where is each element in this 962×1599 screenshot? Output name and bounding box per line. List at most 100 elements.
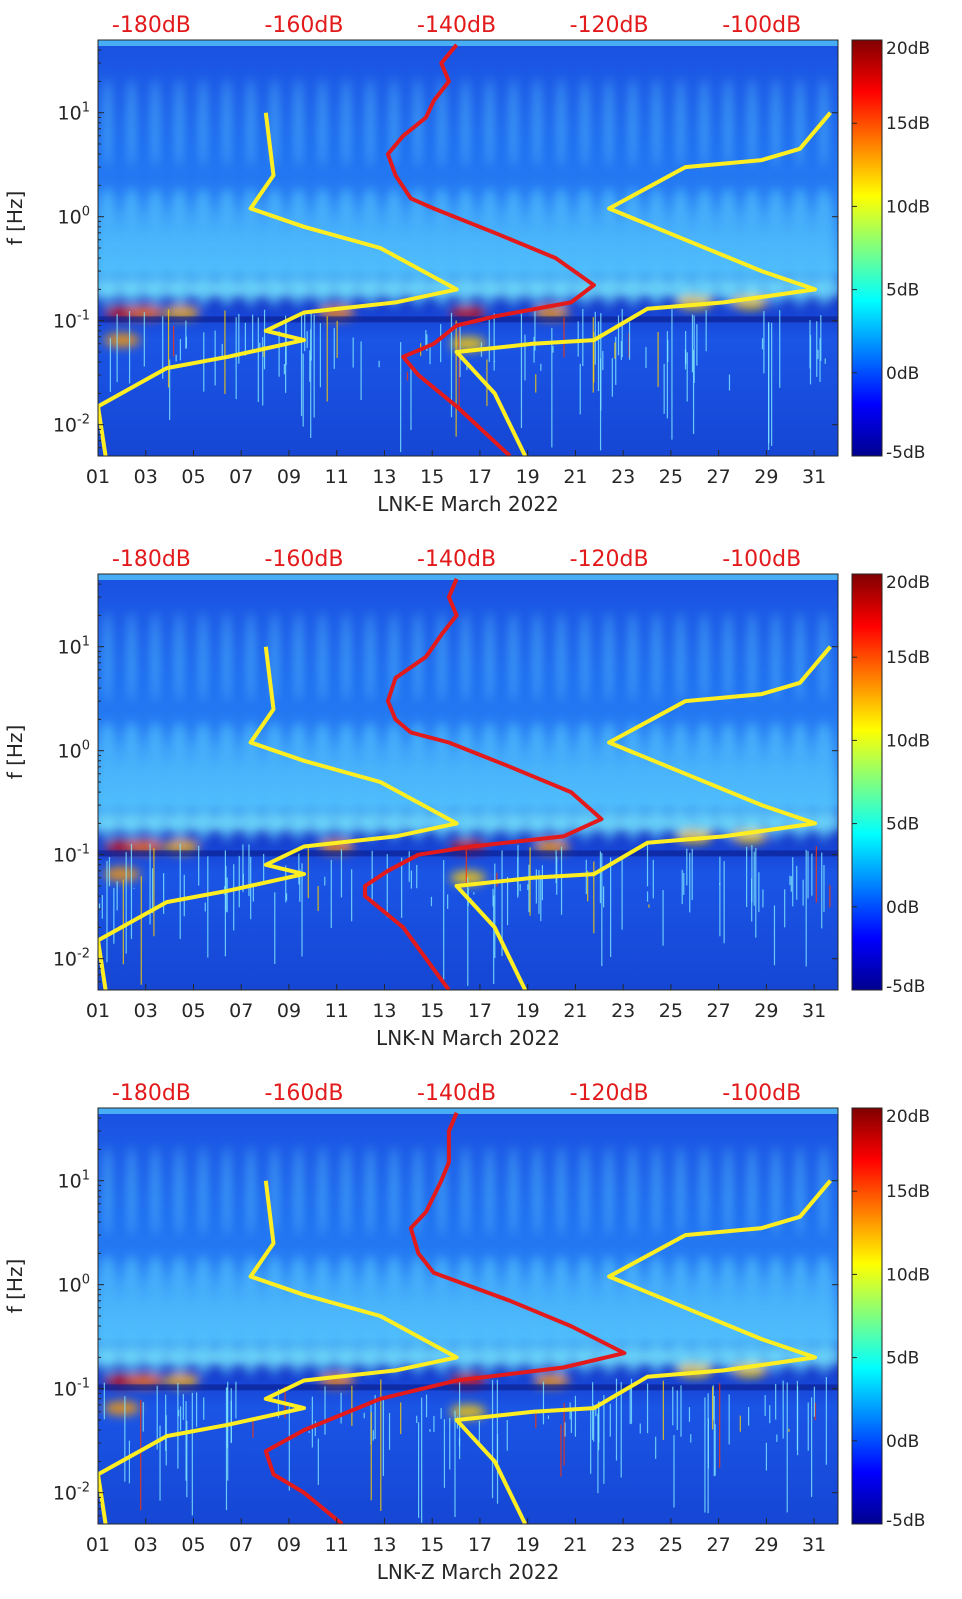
energy-blob [366, 611, 375, 702]
colorbar: -5dB 0dB 5dB 10dB 15dB 20dB [851, 39, 930, 463]
x-tick-label: 21 [563, 1000, 587, 1022]
energy-blob [787, 722, 812, 842]
top-db-label: -160dB [264, 547, 343, 572]
y-axis-title: f [Hz] [3, 191, 27, 246]
red-curve-0 [385, 43, 596, 456]
energy-blob [557, 1145, 566, 1236]
spectrogram-blobs [98, 611, 838, 885]
x-tick-label: 07 [229, 1000, 253, 1022]
energy-blob [676, 77, 685, 168]
energy-blob [310, 722, 335, 842]
top-db-label: -100dB [722, 1081, 801, 1106]
energy-blob [795, 1145, 804, 1236]
energy-blob [98, 722, 120, 842]
energy-blob [119, 1256, 144, 1376]
energy-blob [477, 1256, 502, 1376]
energy-blob [580, 77, 589, 168]
energy-blob [126, 279, 155, 300]
x-tick-label: 15 [420, 1000, 444, 1022]
dark-band [98, 850, 838, 857]
x-tick-label: 19 [516, 466, 540, 488]
energy-blob [700, 77, 709, 168]
energy-blob [533, 77, 542, 168]
energy-blob [740, 722, 765, 842]
energy-blob [535, 813, 564, 834]
x-tick-label: 29 [754, 466, 778, 488]
energy-blob [320, 279, 349, 300]
y-tick-label: 10-1 [53, 1377, 90, 1401]
energy-blob [492, 813, 521, 834]
top-db-label: -140dB [417, 1081, 496, 1106]
x-tick-label: 17 [468, 466, 492, 488]
y-tick-label: 10-2 [53, 413, 90, 437]
top-db-label: -100dB [722, 547, 801, 572]
energy-blob [664, 813, 693, 834]
energy-blob [199, 1145, 208, 1236]
energy-blob [685, 279, 714, 300]
colorbar-tick-label: 5dB [886, 1349, 919, 1369]
energy-blob [668, 1256, 693, 1376]
energy-blob [513, 279, 542, 300]
energy-blob [668, 188, 693, 308]
energy-blob [652, 77, 661, 168]
energy-blob [668, 722, 693, 842]
energy-blob [728, 813, 757, 834]
energy-blob [470, 1347, 499, 1368]
x-tick-label: 03 [134, 1534, 158, 1556]
energy-blob [234, 279, 263, 300]
colorbar-tick-label: 10dB [886, 1265, 930, 1285]
energy-blob [191, 188, 216, 308]
energy-blob [533, 1373, 570, 1388]
energy-blob [310, 1256, 335, 1376]
energy-blob [787, 188, 812, 308]
colorbar-tick-label: 15dB [886, 1182, 930, 1202]
energy-blob [811, 1256, 836, 1376]
energy-blob [341, 813, 370, 834]
x-tick-label: 27 [707, 466, 731, 488]
x-tick-label: 05 [181, 1534, 205, 1556]
colorbar-gradient [851, 39, 883, 457]
energy-blob [604, 611, 613, 702]
energy-blob [533, 611, 542, 702]
yellow-curve-1 [98, 1180, 459, 1524]
energy-blob [148, 813, 177, 834]
energy-blob [492, 279, 521, 300]
top-db-label: -180dB [112, 547, 191, 572]
x-tick-label: 23 [611, 466, 635, 488]
energy-blob [461, 77, 470, 168]
energy-blob [644, 722, 669, 842]
energy-blob [214, 722, 239, 842]
x-tick-label: 07 [229, 466, 253, 488]
energy-blob [318, 1145, 327, 1236]
energy-blob [533, 1145, 542, 1236]
energy-blob [716, 1256, 741, 1376]
energy-blob [277, 1347, 306, 1368]
energy-blob [277, 813, 306, 834]
energy-blob [572, 188, 597, 308]
energy-blob [501, 188, 526, 308]
energy-blob [771, 611, 780, 702]
x-tick-label: 01 [86, 466, 110, 488]
energy-blob [151, 611, 160, 702]
energy-blob [604, 1145, 613, 1236]
energy-blob [724, 77, 733, 168]
top-db-label: -160dB [264, 1081, 343, 1106]
spectrogram-image [98, 1108, 838, 1524]
energy-blob [255, 279, 284, 300]
y-axis-title: f [Hz] [3, 1259, 27, 1314]
x-tick-label: 15 [420, 466, 444, 488]
energy-blob [390, 1145, 398, 1236]
x-tick-label: 25 [659, 466, 683, 488]
energy-blob [334, 188, 359, 308]
energy-blob [341, 1347, 370, 1368]
energy-blob [119, 722, 144, 842]
y-tick-label: 100 [58, 1273, 90, 1297]
energy-blob [525, 188, 550, 308]
energy-blob [620, 1256, 645, 1376]
x-tick-label: 13 [372, 1000, 396, 1022]
x-tick-label: 11 [325, 1000, 349, 1022]
y-tick-label: 100 [58, 739, 90, 763]
colorbar-tick-label: 20dB [886, 573, 930, 593]
energy-blob [363, 813, 392, 834]
